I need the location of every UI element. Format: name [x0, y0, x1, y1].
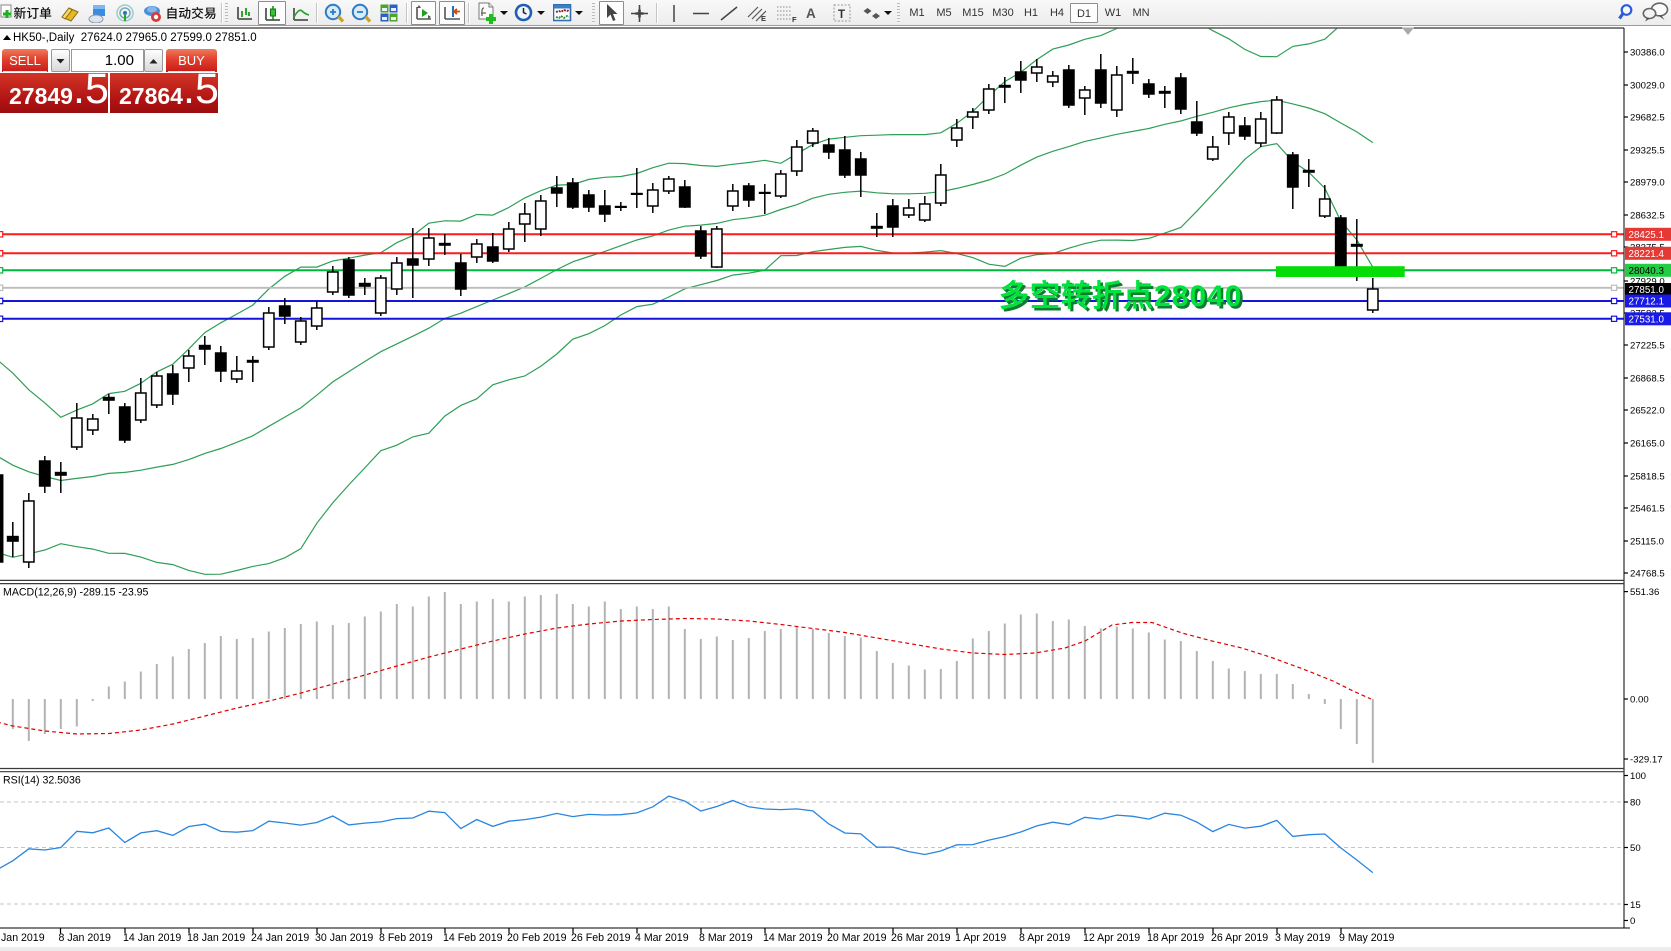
svg-text:28040.3: 28040.3	[1629, 266, 1665, 277]
svg-text:14 Jan 2019: 14 Jan 2019	[123, 932, 181, 944]
svg-text:24768.5: 24768.5	[1630, 569, 1665, 580]
svg-text:29325.5: 29325.5	[1630, 146, 1665, 157]
svg-text:8 Apr 2019: 8 Apr 2019	[1019, 932, 1070, 944]
svg-text:0.00: 0.00	[1630, 695, 1649, 706]
svg-text:1 Apr 2019: 1 Apr 2019	[955, 932, 1006, 944]
svg-text:4 Mar 2019: 4 Mar 2019	[635, 932, 689, 944]
svg-text:8 Jan 2019: 8 Jan 2019	[59, 932, 112, 944]
svg-text:25115.0: 25115.0	[1630, 537, 1664, 548]
svg-text:30386.0: 30386.0	[1630, 48, 1665, 59]
svg-text:8 Mar 2019: 8 Mar 2019	[699, 932, 753, 944]
svg-text:50: 50	[1630, 843, 1641, 854]
svg-text:E: E	[761, 14, 766, 23]
svg-text:14 Feb 2019: 14 Feb 2019	[443, 932, 503, 944]
svg-text:26 Mar 2019: 26 Mar 2019	[891, 932, 951, 944]
svg-text:26 Apr 2019: 26 Apr 2019	[1211, 932, 1268, 944]
svg-text:28979.0: 28979.0	[1630, 178, 1665, 189]
svg-text:0: 0	[1630, 916, 1635, 927]
svg-text:3 May 2019: 3 May 2019	[1275, 932, 1330, 944]
svg-text:28221.4: 28221.4	[1629, 249, 1665, 260]
svg-text:26 Feb 2019: 26 Feb 2019	[571, 932, 631, 944]
svg-text:27712.1: 27712.1	[1629, 297, 1664, 308]
svg-text:29682.5: 29682.5	[1630, 113, 1665, 124]
svg-text:30029.0: 30029.0	[1630, 81, 1665, 92]
svg-text:26522.0: 26522.0	[1630, 406, 1665, 417]
svg-text:8 Feb 2019: 8 Feb 2019	[379, 932, 433, 944]
svg-text:MACD(12,26,9) -289.15 -23.95: MACD(12,26,9) -289.15 -23.95	[3, 587, 149, 599]
svg-text:25461.5: 25461.5	[1630, 504, 1665, 515]
svg-text:80: 80	[1630, 798, 1641, 809]
svg-text:20 Mar 2019: 20 Mar 2019	[827, 932, 887, 944]
svg-text:28425.1: 28425.1	[1629, 230, 1664, 241]
svg-text:30 Jan 2019: 30 Jan 2019	[315, 932, 373, 944]
svg-text:27851.0: 27851.0	[1629, 285, 1665, 296]
svg-text:18 Jan 2019: 18 Jan 2019	[187, 932, 245, 944]
svg-text:551.36: 551.36	[1630, 587, 1659, 598]
svg-text:RSI(14) 32.5036: RSI(14) 32.5036	[3, 775, 81, 787]
svg-text:27531.0: 27531.0	[1629, 314, 1665, 325]
svg-text:F: F	[792, 15, 797, 23]
svg-text:26868.5: 26868.5	[1630, 374, 1665, 385]
svg-text:12 Apr 2019: 12 Apr 2019	[1083, 932, 1140, 944]
svg-text:15: 15	[1630, 900, 1641, 911]
svg-text:27225.5: 27225.5	[1630, 341, 1665, 352]
svg-text:26165.0: 26165.0	[1630, 439, 1665, 450]
svg-text:28632.5: 28632.5	[1630, 211, 1665, 222]
svg-text:25818.5: 25818.5	[1630, 472, 1665, 483]
svg-text:-329.17: -329.17	[1630, 755, 1663, 766]
svg-text:9 May 2019: 9 May 2019	[1339, 932, 1394, 944]
svg-text:24 Jan 2019: 24 Jan 2019	[251, 932, 309, 944]
svg-text:100: 100	[1630, 771, 1646, 782]
svg-text:18 Apr 2019: 18 Apr 2019	[1147, 932, 1204, 944]
svg-text:27929.0: 27929.0	[1630, 277, 1665, 288]
svg-text:14 Mar 2019: 14 Mar 2019	[763, 932, 823, 944]
svg-text:Jan 2019: Jan 2019	[1, 932, 45, 944]
svg-text:T: T	[838, 9, 845, 21]
svg-text:20 Feb 2019: 20 Feb 2019	[507, 932, 567, 944]
